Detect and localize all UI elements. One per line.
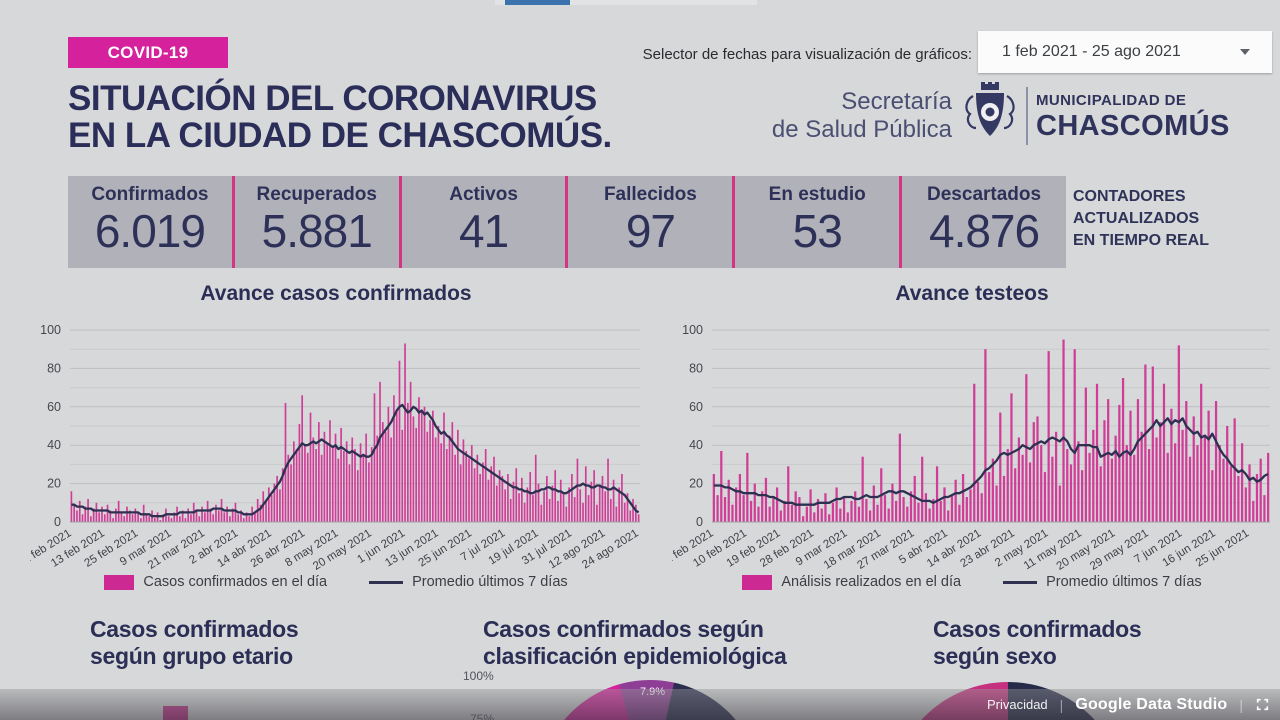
- footer-divider: |: [1239, 696, 1243, 713]
- legend-confirmados: Casos confirmados en el día Promedio últ…: [30, 574, 642, 590]
- fullscreen-button[interactable]: [1255, 697, 1270, 712]
- section-title-line1: Casos confirmados según: [483, 616, 764, 642]
- legend-item-line: Promedio últimos 7 días: [343, 574, 568, 590]
- municipality-line1: MUNICIPALIDAD DE: [1036, 92, 1187, 109]
- legend-item-bars: Casos confirmados en el día: [104, 574, 327, 590]
- date-selector-label: Selector de fechas para visualización de…: [642, 46, 972, 63]
- svg-text:60: 60: [689, 400, 703, 414]
- top-progress-bar: [495, 0, 757, 5]
- page-title-line1: SITUACIÓN DEL CORONAVIRUS: [68, 79, 597, 118]
- covid-badge: COVID-19: [68, 37, 228, 68]
- municipality-line2: CHASCOMÚS: [1036, 110, 1230, 142]
- page-title: SITUACIÓN DEL CORONAVIRUS EN LA CIUDAD D…: [68, 80, 612, 154]
- legend-item-line: Promedio últimos 7 días: [977, 574, 1202, 590]
- section-title-line2: según sexo: [933, 643, 1057, 669]
- logo-divider: [1026, 87, 1028, 145]
- svg-text:100: 100: [40, 323, 61, 337]
- secretaria-line2: de Salud Pública: [771, 116, 952, 143]
- page-title-line2: EN LA CIUDAD DE CHASCOMÚS.: [68, 116, 612, 155]
- legend-bars-label: Análisis realizados en el día: [781, 574, 962, 590]
- section-title-grupo-etario: Casos confirmados según grupo etario: [90, 616, 299, 670]
- footer-divider: |: [1059, 696, 1064, 713]
- counter-label: Descartados: [927, 184, 1042, 205]
- legend-item-bars: Análisis realizados en el día: [742, 574, 961, 590]
- bar-swatch-icon: [742, 574, 773, 590]
- section-title-sexo: Casos confirmados según sexo: [933, 616, 1142, 670]
- secretaria-logo-text: Secretaría de Salud Pública: [730, 88, 952, 144]
- covid-badge-label: COVID-19: [107, 42, 189, 62]
- counter-label: Recuperados: [256, 184, 377, 205]
- svg-text:20: 20: [689, 477, 703, 491]
- svg-text:100: 100: [682, 323, 703, 337]
- counter-en-estudio: En estudio 53: [732, 176, 899, 268]
- counter-label: Fallecidos: [603, 184, 697, 205]
- municipal-crest-icon: [962, 81, 1018, 153]
- counter-label: En estudio: [768, 184, 866, 205]
- date-range-value: 1 feb 2021 - 25 ago 2021: [1002, 43, 1181, 60]
- line-swatch-icon: [1003, 580, 1038, 584]
- counter-label: Confirmados: [91, 184, 209, 205]
- svg-text:0: 0: [54, 515, 61, 529]
- section-title-line1: Casos confirmados: [90, 616, 299, 642]
- footer-bar: Privacidad | Google Data Studio |: [0, 689, 1280, 720]
- realtime-note-line2: ACTUALIZADOS: [1073, 210, 1200, 227]
- svg-text:0: 0: [696, 515, 703, 529]
- svg-text:20: 20: [47, 477, 61, 491]
- section-title-clasificacion: Casos confirmados según clasificación ep…: [483, 616, 787, 670]
- counter-value: 5.881: [261, 205, 373, 257]
- counter-value: 53: [792, 205, 843, 257]
- chart-title-confirmados: Avance casos confirmados: [200, 282, 472, 305]
- svg-text:60: 60: [47, 400, 61, 414]
- google-data-studio-link[interactable]: Google Data Studio: [1075, 695, 1228, 713]
- realtime-note: CONTADORES ACTUALIZADOS EN TIEMPO REAL: [1073, 186, 1209, 252]
- svg-text:40: 40: [689, 438, 703, 452]
- legend-testeos: Análisis realizados en el día Promedio ú…: [672, 574, 1272, 590]
- counter-value: 41: [458, 205, 509, 257]
- svg-text:40: 40: [47, 438, 61, 452]
- realtime-note-line3: EN TIEMPO REAL: [1073, 232, 1210, 249]
- realtime-note-line1: CONTADORES: [1073, 188, 1186, 205]
- legend-line-label: Promedio últimos 7 días: [1046, 574, 1202, 590]
- counter-value: 4.876: [928, 205, 1040, 257]
- counter-fallecidos: Fallecidos 97: [565, 176, 732, 268]
- top-progress-segment: [505, 0, 570, 5]
- counters-bar: Confirmados 6.019 Recuperados 5.881 Acti…: [68, 176, 1066, 268]
- section-title-line2: clasificación epidemiológica: [483, 643, 787, 669]
- counter-confirmados: Confirmados 6.019: [68, 176, 232, 268]
- municipality-logo-text: MUNICIPALIDAD DE CHASCOMÚS: [1036, 92, 1230, 143]
- svg-text:80: 80: [689, 361, 703, 375]
- counter-label: Activos: [449, 184, 518, 205]
- counter-descartados: Descartados 4.876: [899, 176, 1066, 268]
- legend-bars-label: Casos confirmados en el día: [143, 574, 328, 590]
- legend-line-label: Promedio últimos 7 días: [412, 574, 568, 590]
- section-title-line2: según grupo etario: [90, 643, 293, 669]
- fullscreen-icon: [1256, 698, 1269, 711]
- chevron-down-icon: [1240, 49, 1250, 55]
- counter-value: 6.019: [94, 205, 206, 257]
- counter-value: 97: [625, 205, 676, 257]
- section-title-line1: Casos confirmados: [933, 616, 1142, 642]
- counter-recuperados: Recuperados 5.881: [231, 176, 399, 268]
- svg-text:80: 80: [47, 361, 61, 375]
- privacy-link[interactable]: Privacidad: [986, 697, 1048, 712]
- counter-activos: Activos 41: [398, 176, 566, 268]
- axis-tick-100pct: 100%: [463, 669, 494, 683]
- chart-title-testeos: Avance testeos: [895, 282, 1049, 305]
- date-range-dropdown[interactable]: 1 feb 2021 - 25 ago 2021: [978, 31, 1272, 73]
- bar-swatch-icon: [104, 574, 135, 590]
- secretaria-line1: Secretaría: [841, 88, 952, 115]
- line-swatch-icon: [369, 580, 404, 584]
